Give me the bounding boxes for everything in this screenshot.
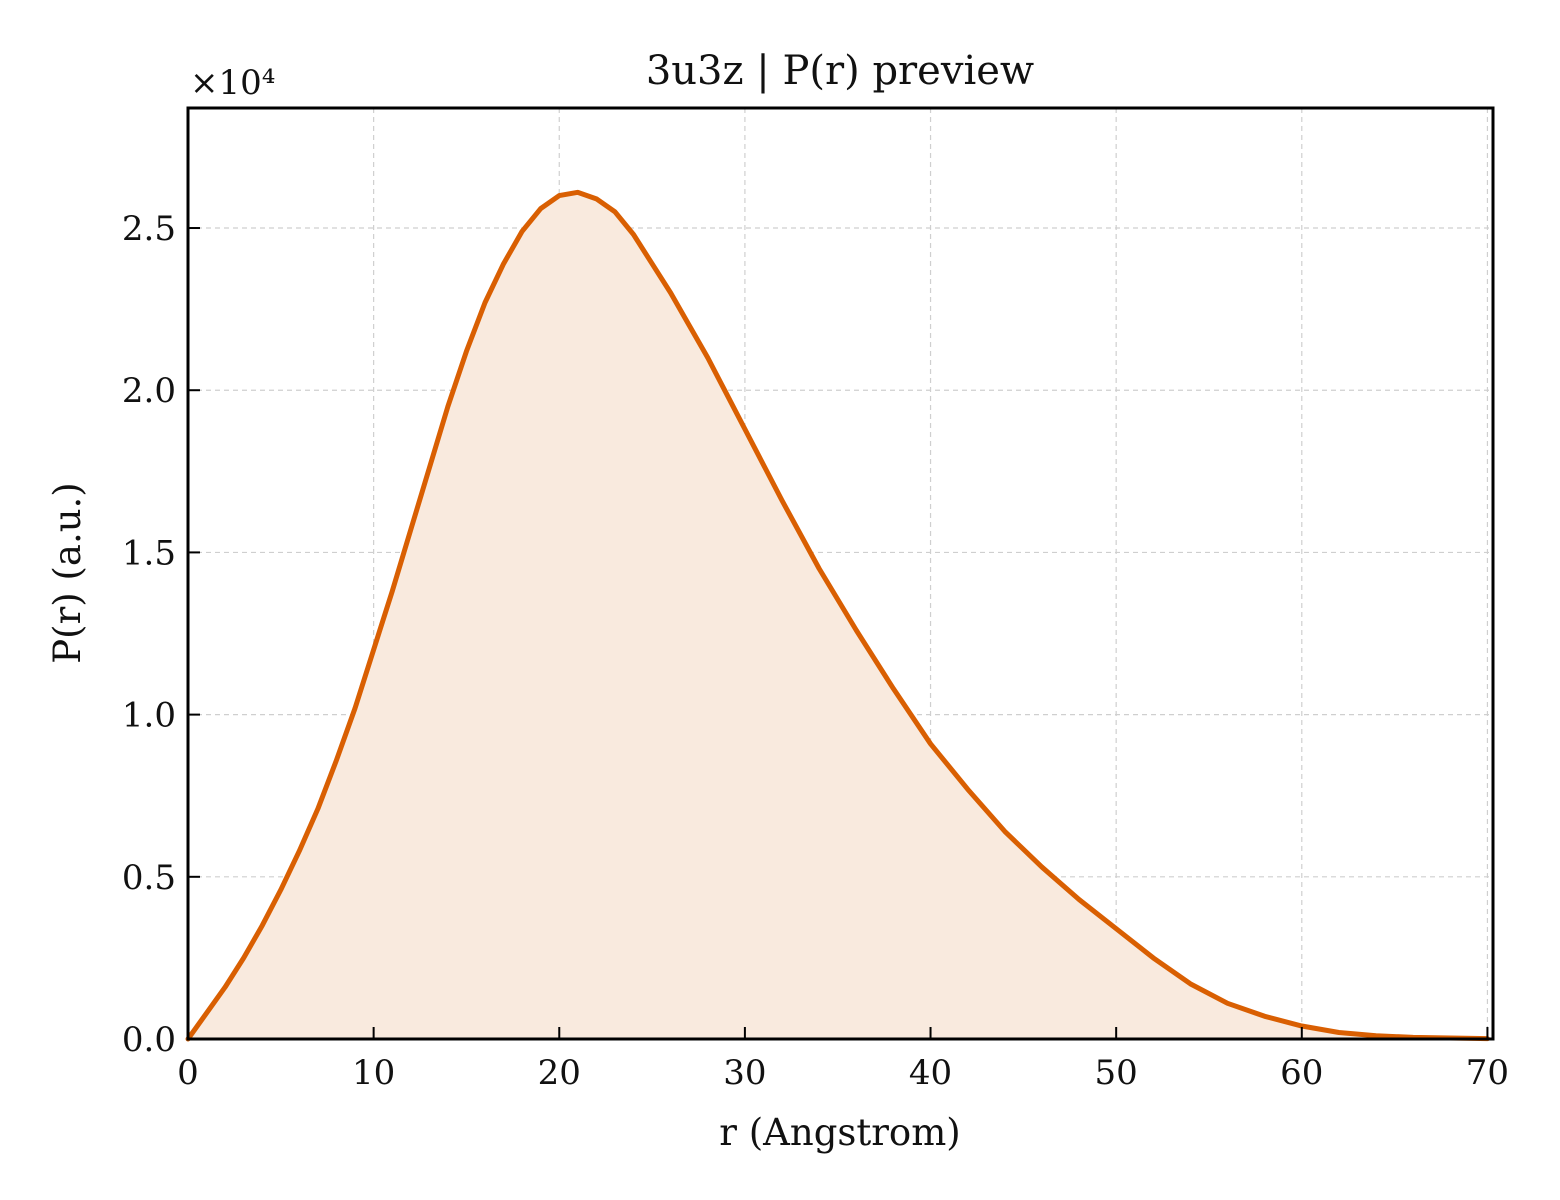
plot-frame: [186, 106, 1495, 1041]
x-tick-label: 50: [1095, 1053, 1138, 1093]
x-tick-label: 0: [177, 1053, 199, 1093]
x-tick-label: 30: [723, 1053, 766, 1093]
x-tick-label: 40: [909, 1053, 952, 1093]
x-axis-label: r (Angstrom): [719, 1111, 960, 1154]
x-tick-label: 20: [538, 1053, 581, 1093]
chart-title: 3u3z | P(r) preview: [646, 48, 1034, 94]
x-tick-label: 10: [352, 1053, 395, 1093]
y-tick-label: 0.0: [122, 1020, 176, 1060]
x-tick-label: 60: [1280, 1053, 1323, 1093]
y-tick-label: 2.5: [122, 209, 176, 249]
y-tick-label: 0.5: [122, 858, 176, 898]
y-tick-label: 2.0: [122, 371, 176, 411]
x-tick-label: 70: [1466, 1053, 1509, 1093]
y-tick-label: 1.0: [122, 696, 176, 736]
y-offset-label: ×10⁴: [190, 63, 275, 103]
area-fill: [188, 192, 1488, 1040]
y-axis-label: P(r) (a.u.): [46, 482, 89, 664]
series-line: [185, 189, 1490, 1042]
y-tick-label: 1.5: [122, 533, 176, 573]
